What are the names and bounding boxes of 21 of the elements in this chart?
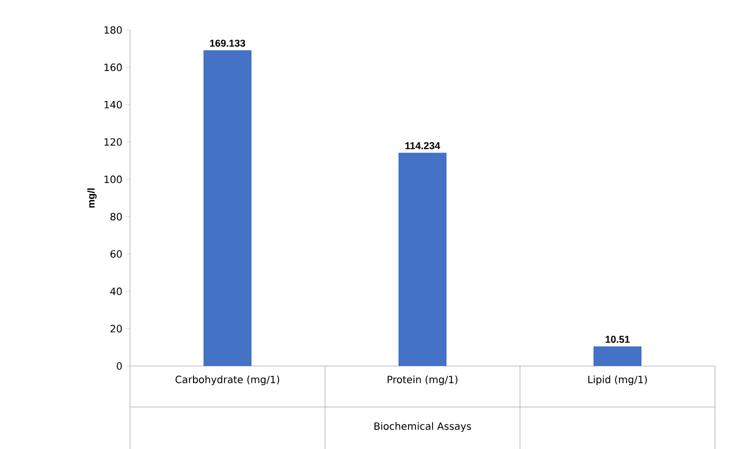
- data-label: 169.133: [210, 40, 246, 47]
- y-tick-label: 180: [104, 26, 122, 34]
- y-tick-label: 80: [110, 212, 122, 220]
- y-tick-label: 20: [110, 324, 122, 332]
- y-tick-label: 100: [104, 176, 122, 184]
- data-label: 10.51: [606, 336, 630, 343]
- y-axis-title: mg/l: [87, 188, 97, 208]
- y-tick-label: 0: [116, 362, 122, 370]
- x-tick-label: Protein (mg/1): [388, 376, 458, 386]
- bar: [398, 152, 447, 366]
- data-label: 114.234: [405, 142, 440, 150]
- bar: [204, 50, 252, 366]
- y-tick-label: 140: [104, 100, 122, 108]
- x-tick-label: Lipid (mg/1): [588, 376, 647, 386]
- bar: [594, 346, 642, 366]
- y-tick-label: 40: [110, 288, 122, 296]
- x-tick-label: Carbohydrate (mg/1): [176, 376, 280, 386]
- y-tick-label: 160: [104, 64, 122, 72]
- x-axis-title: Biochemical Assays: [374, 422, 472, 432]
- y-tick-label: 120: [104, 138, 122, 146]
- y-tick-label: 60: [110, 250, 122, 258]
